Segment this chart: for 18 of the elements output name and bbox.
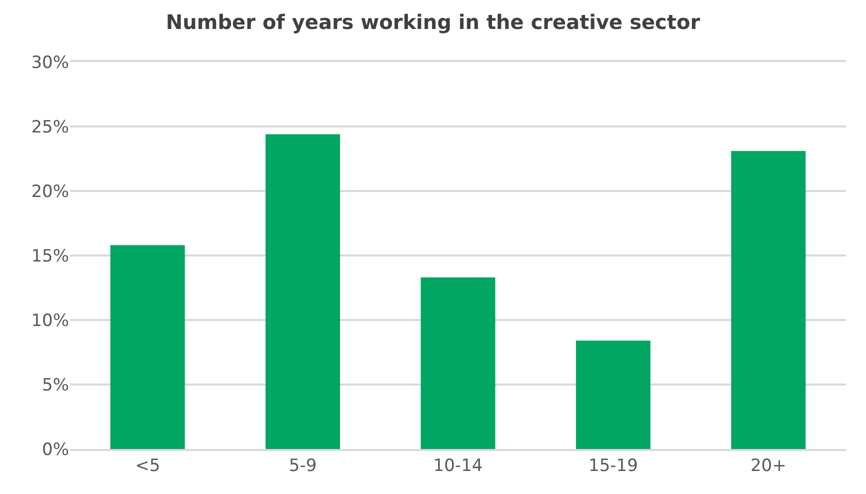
- bar: [266, 134, 340, 449]
- x-tick-label: 20+: [750, 456, 786, 476]
- x-tick-label: 15-19: [588, 456, 638, 476]
- y-tick-label: 10%: [31, 310, 69, 331]
- y-tick-label: 15%: [31, 246, 69, 266]
- chart-title: Number of years working in the creative sector: [166, 10, 700, 34]
- x-tick-label: <5: [135, 456, 160, 476]
- x-tick-label: 10-14: [433, 456, 483, 476]
- bar: [110, 245, 185, 449]
- bar: [576, 340, 650, 449]
- y-tick-label: 25%: [31, 117, 69, 138]
- bar: [420, 277, 496, 449]
- y-tick-label: 5%: [42, 375, 69, 396]
- x-tick-label: 5-9: [288, 456, 317, 476]
- y-tick-label: 20%: [31, 182, 69, 202]
- bar: [731, 151, 806, 449]
- y-tick-label: 30%: [31, 52, 69, 73]
- y-tick-label: 0%: [42, 440, 69, 460]
